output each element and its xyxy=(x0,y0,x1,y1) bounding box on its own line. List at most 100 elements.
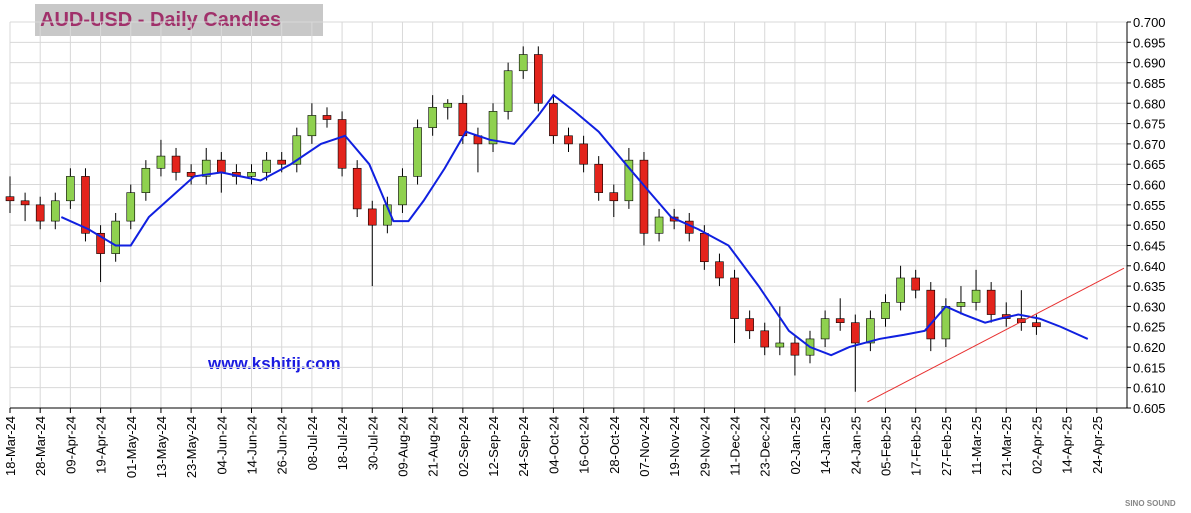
candle-body xyxy=(488,111,498,145)
x-tick-label: 24-Apr-25 xyxy=(1090,416,1105,474)
y-tick-label: 0.670 xyxy=(1133,137,1166,152)
x-tick-label: 02-Jan-25 xyxy=(788,416,803,475)
candle-body xyxy=(81,176,90,234)
candle-body xyxy=(367,208,377,226)
candle-body xyxy=(66,176,75,202)
candle-body xyxy=(911,277,920,291)
candle-body xyxy=(171,155,181,173)
y-tick-label: 0.660 xyxy=(1133,178,1166,193)
candle-body xyxy=(352,167,362,210)
candle-body xyxy=(790,342,800,356)
candle-body xyxy=(639,159,649,234)
y-tick-label: 0.695 xyxy=(1133,35,1166,50)
trendline xyxy=(867,267,1125,403)
x-tick-label: 14-Apr-25 xyxy=(1060,416,1075,474)
candle-body xyxy=(307,115,317,137)
candle-body xyxy=(20,200,30,206)
candle-body xyxy=(518,54,528,72)
candle-body xyxy=(398,176,407,206)
candle-body xyxy=(96,232,105,254)
y-tick-label: 0.685 xyxy=(1133,76,1166,91)
x-tick-label: 17-Feb-25 xyxy=(909,416,924,476)
x-tick-label: 11-Mar-25 xyxy=(969,416,984,475)
candle-body xyxy=(941,306,951,340)
y-tick-label: 0.620 xyxy=(1133,340,1166,355)
moving-average xyxy=(60,93,1089,357)
x-tick-label: 13-May-24 xyxy=(154,416,169,478)
candle-body xyxy=(292,135,302,165)
watermark: SINO SOUND xyxy=(1125,499,1176,508)
x-tick-label: 28-Mar-24 xyxy=(33,416,48,476)
y-tick-label: 0.630 xyxy=(1133,299,1166,314)
candle-body xyxy=(624,159,634,202)
x-tick-label: 12-Sep-24 xyxy=(486,416,501,477)
candle-body xyxy=(262,159,271,173)
y-tick-label: 0.650 xyxy=(1133,218,1166,233)
candle-body xyxy=(609,192,619,202)
x-tick-label: 08-Jul-24 xyxy=(305,416,320,470)
candle-body xyxy=(956,302,966,307)
y-tick-label: 0.625 xyxy=(1133,320,1166,335)
y-tick-label: 0.675 xyxy=(1133,117,1166,132)
x-tick-label: 09-Aug-24 xyxy=(395,416,410,477)
y-tick-label: 0.690 xyxy=(1133,56,1166,71)
x-tick-label: 19-Nov-24 xyxy=(667,416,682,477)
x-tick-label: 24-Jan-25 xyxy=(848,416,863,475)
y-tick-label: 0.615 xyxy=(1133,360,1166,375)
candle-body xyxy=(156,155,166,169)
candle-body xyxy=(730,277,739,319)
candle-body xyxy=(971,289,981,303)
candle-body xyxy=(413,127,422,177)
candle-body xyxy=(247,172,256,177)
y-tick-label: 0.700 xyxy=(1133,15,1166,30)
candle-body xyxy=(1032,322,1041,328)
candle-body xyxy=(186,172,196,177)
candle-body xyxy=(322,115,332,120)
title-box xyxy=(35,4,323,36)
x-tick-label: 27-Feb-25 xyxy=(939,416,954,476)
candle-body xyxy=(141,167,151,193)
candle-body xyxy=(866,318,875,344)
y-tick-label: 0.665 xyxy=(1133,157,1166,172)
candle-body xyxy=(111,220,120,254)
candle-body xyxy=(775,342,785,348)
candle-body xyxy=(926,289,936,340)
x-tick-label: 11-Dec-24 xyxy=(728,416,743,476)
candle-body xyxy=(986,289,996,315)
candle-body xyxy=(896,277,905,303)
x-tick-label: 21-Mar-25 xyxy=(999,416,1014,476)
candle-body xyxy=(760,330,770,348)
candle-body xyxy=(594,163,603,193)
candle-body xyxy=(5,196,15,202)
x-tick-label: 16-Oct-24 xyxy=(577,416,592,474)
x-tick-label: 21-Aug-24 xyxy=(426,416,441,477)
x-tick-label: 29-Nov-24 xyxy=(697,416,712,477)
x-tick-label: 19-Apr-24 xyxy=(94,416,109,474)
candle-body xyxy=(534,54,543,104)
candle-body xyxy=(820,318,830,340)
x-tick-label: 23-May-24 xyxy=(184,416,199,478)
y-tick-label: 0.610 xyxy=(1133,381,1166,396)
x-tick-label: 02-Apr-25 xyxy=(1029,416,1044,474)
y-tick-label: 0.635 xyxy=(1133,279,1166,294)
y-tick-label: 0.640 xyxy=(1133,259,1166,274)
candle-body xyxy=(835,318,845,323)
candle-body xyxy=(443,102,453,108)
candle-body xyxy=(35,204,45,222)
y-tick-label: 0.645 xyxy=(1133,238,1166,253)
x-tick-label: 07-Nov-24 xyxy=(637,416,652,477)
candle-body xyxy=(126,192,136,222)
website: www.kshitij.com xyxy=(207,354,341,373)
candle-body xyxy=(277,159,287,165)
y-tick-label: 0.680 xyxy=(1133,96,1166,111)
y-tick-label: 0.605 xyxy=(1133,401,1166,416)
candle-body xyxy=(564,135,573,145)
x-tick-label: 04-Oct-24 xyxy=(546,416,561,474)
x-tick-label: 24-Sep-24 xyxy=(516,416,531,477)
x-tick-label: 04-Jun-24 xyxy=(214,416,229,475)
candle-body xyxy=(1017,318,1026,323)
candle-body xyxy=(579,143,588,165)
x-tick-label: 28-Oct-24 xyxy=(607,416,622,474)
candle-body xyxy=(337,119,347,169)
